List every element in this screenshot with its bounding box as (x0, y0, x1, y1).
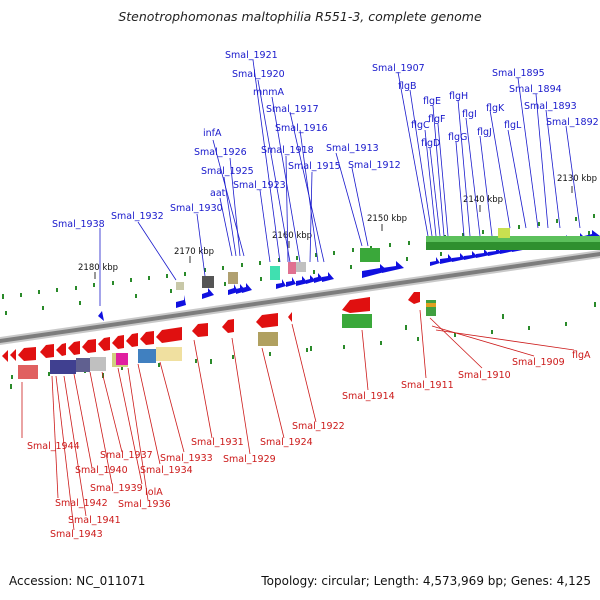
gene-label[interactable]: Smal_1917 (266, 104, 319, 115)
gene-label[interactable]: Smal_1932 (111, 211, 164, 222)
gene-label[interactable]: flgH (449, 91, 468, 102)
gene-label[interactable]: flgF (428, 114, 445, 125)
gene-label[interactable]: flgE (423, 96, 441, 107)
gene-label[interactable]: flgC (411, 120, 430, 131)
gene-label[interactable]: Smal_1915 (288, 161, 341, 172)
gene-label[interactable]: Smal_1924 (260, 437, 313, 448)
gene-label[interactable]: Smal_1934 (140, 465, 193, 476)
tick-label: 2130 kbp (557, 174, 597, 184)
gene-label[interactable]: Smal_1895 (492, 68, 545, 79)
gene-label[interactable]: flgI (462, 109, 477, 120)
gene-label[interactable]: Smal_1930 (170, 203, 223, 214)
gene-label[interactable]: Smal_1940 (75, 465, 128, 476)
forward-cog-boxes (176, 228, 600, 290)
gene-label[interactable]: Smal_1942 (55, 498, 108, 509)
genome-backbone (0, 250, 600, 345)
gene-label[interactable]: flgK (486, 103, 505, 114)
gene-label[interactable]: flgJ (477, 127, 492, 138)
gene-label[interactable]: Smal_1937 (100, 450, 153, 461)
reverse-cog-boxes (18, 300, 436, 379)
gene-label[interactable]: Smal_1944 (27, 441, 80, 452)
tick-label: 2160 kbp (272, 231, 312, 241)
gene-label[interactable]: Smal_1912 (348, 160, 401, 171)
tick-label: 2140 kbp (463, 195, 503, 205)
gene-label[interactable]: Smal_1918 (261, 145, 314, 156)
gene-label[interactable]: Smal_1894 (509, 84, 562, 95)
gene-label[interactable]: Smal_1933 (160, 453, 213, 464)
gene-label[interactable]: aat (210, 188, 226, 199)
gene-label[interactable]: flgB (398, 81, 417, 92)
reverse-gene-labels: Smal_1944 Smal_1942 Smal_1943 Smal_1941 … (27, 350, 591, 540)
gene-label[interactable]: flgG (448, 132, 467, 143)
gene-label[interactable]: infA (203, 128, 222, 139)
accession-text: Accession: NC_011071 (9, 574, 146, 588)
gene-label[interactable]: Smal_1939 (90, 483, 143, 494)
dot-track-upper (2, 214, 595, 299)
forward-leaders (99, 59, 581, 306)
gene-label[interactable]: Smal_1907 (372, 63, 425, 74)
reverse-leaders (21, 309, 575, 531)
tick-label: 2180 kbp (78, 263, 118, 273)
gene-label[interactable]: Smal_1911 (401, 380, 454, 391)
gene-label[interactable]: Smal_1922 (292, 421, 345, 432)
gene-label[interactable]: Smal_1921 (225, 50, 278, 61)
reverse-genes[interactable] (2, 292, 420, 362)
gene-label[interactable]: Smal_1914 (342, 391, 395, 402)
gene-label[interactable]: Smal_1931 (191, 437, 244, 448)
map-title: Stenotrophomonas maltophilia R551-3, com… (118, 9, 482, 24)
gene-label[interactable]: Smal_1926 (194, 147, 247, 158)
gene-label[interactable]: Smal_1938 (52, 219, 105, 230)
gene-label[interactable]: Smal_1893 (524, 101, 577, 112)
gene-label[interactable]: Smal_1925 (201, 166, 254, 177)
gene-label[interactable]: Smal_1913 (326, 143, 379, 154)
gene-label[interactable]: mnmA (253, 87, 285, 98)
gene-label[interactable]: flgL (504, 120, 522, 131)
gene-label[interactable]: Smal_1929 (223, 454, 276, 465)
gene-label[interactable]: Smal_1910 (458, 370, 511, 381)
gene-label[interactable]: flgA (572, 350, 591, 361)
gene-label[interactable]: Smal_1943 (50, 529, 103, 540)
gene-label[interactable]: Smal_1916 (275, 123, 328, 134)
gene-label[interactable]: Smal_1892 (546, 117, 599, 128)
scale-ticks: 2130 kbp 2140 kbp 2150 kbp 2160 kbp 2170… (78, 174, 597, 279)
gene-label[interactable]: Smal_1941 (68, 515, 121, 526)
tick-label: 2150 kbp (367, 214, 407, 224)
gene-label[interactable]: Smal_1936 (118, 499, 171, 510)
gene-label[interactable]: Smal_1923 (233, 180, 286, 191)
gene-label[interactable]: flgD (421, 138, 440, 149)
genome-summary: Topology: circular; Length: 4,573,969 bp… (261, 574, 591, 588)
gene-label[interactable]: IolA (145, 487, 163, 498)
gene-label[interactable]: Smal_1920 (232, 69, 285, 80)
tick-label: 2170 kbp (174, 247, 214, 257)
forward-gene-labels: Smal_1938 Smal_1932 Smal_1930 aat Smal_1… (52, 50, 599, 230)
gene-label[interactable]: Smal_1909 (512, 357, 565, 368)
